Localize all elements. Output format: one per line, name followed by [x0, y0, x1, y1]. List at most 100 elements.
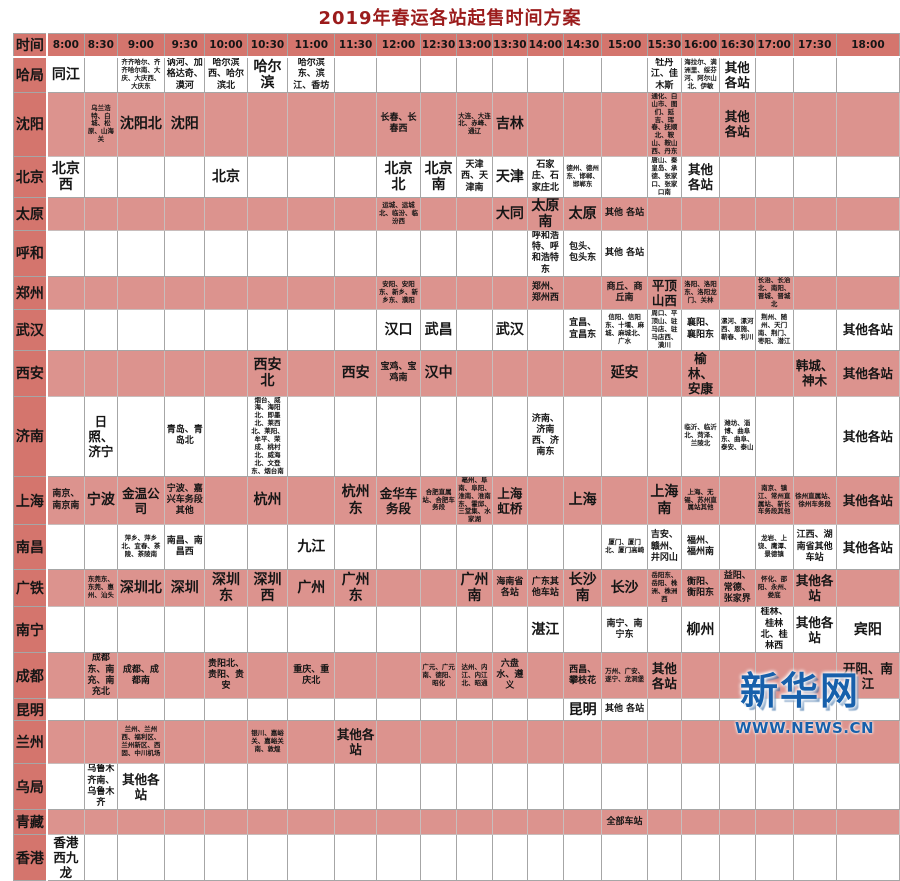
bureau-label: 南昌	[12, 524, 48, 571]
schedule-cell: 汉中	[420, 349, 458, 397]
schedule-cell: 北京南	[420, 156, 458, 198]
schedule-cell: 其他各站	[835, 349, 900, 397]
station-list: 其他 各站	[604, 208, 645, 219]
table-row: 济南 日照、济宁 青岛、青岛北 烟台、威海、海阳北、即墨北、莱西北、莱阳、牟平、荣成、…	[12, 395, 900, 477]
schedule-cell	[46, 91, 85, 158]
schedule-cell	[246, 308, 289, 351]
table-row: 乌局 乌鲁木齐南、乌鲁木齐 其他各站	[12, 763, 900, 811]
station-list: 济南、济南西、济南东	[531, 413, 559, 458]
schedule-cell	[46, 308, 85, 351]
schedule-cell	[204, 698, 248, 722]
schedule-cell	[84, 349, 118, 397]
schedule-cell	[46, 569, 85, 608]
schedule-cell	[116, 156, 166, 198]
schedule-cell	[491, 720, 528, 765]
schedule-cell	[246, 156, 289, 198]
schedule-cell: 昆明	[562, 698, 603, 722]
schedule-cell	[375, 524, 422, 571]
schedule-cell	[526, 698, 564, 722]
time-header-cell: 16:30	[718, 33, 756, 58]
schedule-cell	[334, 524, 377, 571]
time-header-cell: 15:30	[646, 33, 683, 58]
schedule-cell	[601, 156, 648, 198]
station-list: 其他 各站	[604, 704, 645, 715]
schedule-cell: 哈尔滨	[246, 56, 289, 93]
schedule-cell: 香港西九龙	[46, 834, 85, 881]
schedule-cell	[246, 834, 289, 881]
schedule-cell	[84, 156, 118, 198]
schedule-cell: 长沙南	[562, 569, 603, 608]
schedule-cell: 衡阳、衡阳东	[681, 569, 720, 608]
schedule-cell	[601, 834, 648, 881]
schedule-cell	[287, 91, 336, 158]
schedule-cell: 长沙	[601, 569, 648, 608]
station-list: 西安	[341, 364, 370, 381]
bureau-label: 沈阳	[12, 91, 48, 158]
schedule-cell: 乌兰浩特、白城、松原、山海关	[84, 91, 118, 158]
station-list: 六盘水、遵义	[496, 658, 524, 692]
schedule-cell	[204, 349, 248, 397]
schedule-cell	[116, 229, 166, 277]
schedule-cell	[456, 275, 493, 310]
schedule-cell	[835, 809, 900, 836]
station-list: 石家庄、石家庄北	[531, 160, 559, 193]
schedule-cell	[116, 196, 166, 231]
schedule-cell: 德州、德州东、邯郸、邯郸东	[562, 156, 603, 198]
station-list: 昆明	[568, 701, 597, 718]
schedule-cell	[46, 229, 85, 277]
station-list: 北京北	[384, 160, 413, 193]
schedule-cell	[646, 606, 683, 654]
schedule-cell	[562, 56, 603, 93]
schedule-cell	[718, 763, 756, 811]
schedule-cell	[562, 395, 603, 477]
schedule-cell	[246, 606, 289, 654]
bureau-label: 哈局	[12, 56, 48, 93]
schedule-cell	[287, 698, 336, 722]
station-list: 乌鲁木齐南、乌鲁木齐	[87, 764, 115, 809]
schedule-cell	[792, 395, 837, 477]
station-list: 开阳、南江	[842, 660, 893, 691]
schedule-cell: 其他各站	[792, 606, 837, 654]
schedule-cell	[601, 395, 648, 477]
bureau-label: 太原	[12, 196, 48, 231]
schedule-cell: 宁波、嘉兴车务段其他	[164, 475, 206, 526]
schedule-cell	[375, 834, 422, 881]
schedule-cell	[287, 229, 336, 277]
schedule-cell: 汉口	[375, 308, 422, 351]
schedule-cell	[334, 834, 377, 881]
schedule-cell	[246, 524, 289, 571]
schedule-cell	[46, 349, 85, 397]
schedule-cell	[646, 229, 683, 277]
schedule-cell	[334, 156, 377, 198]
schedule-cell	[420, 275, 458, 310]
schedule-cell: 成都东、南充、南充北	[84, 652, 118, 700]
station-list: 其他各站	[687, 161, 713, 192]
schedule-cell	[204, 308, 248, 351]
schedule-cell	[792, 308, 837, 351]
station-list: 荆州、随州、天门南、荆门、枣阳、潜江	[757, 312, 791, 345]
schedule-cell	[84, 56, 118, 93]
schedule-cell	[287, 308, 336, 351]
schedule-cell: 益阳、常德、张家界	[718, 569, 756, 608]
schedule-cell: 上海	[562, 475, 603, 526]
time-header-cell: 16:00	[681, 33, 720, 58]
schedule-cell: 海南省各站	[491, 569, 528, 608]
schedule-cell: 龙岩、上饶、鹰潭、景德镇	[754, 524, 794, 571]
station-list: 沈阳	[170, 116, 199, 133]
bureau-label: 西安	[12, 349, 48, 397]
schedule-cell	[164, 229, 206, 277]
schedule-cell	[46, 652, 85, 700]
schedule-cell	[456, 698, 493, 722]
schedule-cell: 通化、白山市、图们、延吉、珲春、抚顺北、鞍山、鞍山西、丹东	[646, 91, 683, 158]
schedule-cell	[491, 809, 528, 836]
schedule-cell	[681, 652, 720, 700]
station-list: 牡丹江、佳木斯	[650, 58, 678, 91]
schedule-cell: 武昌	[420, 308, 458, 351]
station-list: 长春、长春西	[380, 113, 417, 135]
bureau-label: 济南	[12, 395, 48, 477]
station-list: 齐齐哈尔、齐齐哈尔南、大庆、大庆西、大庆东	[121, 58, 161, 90]
station-list: 海拉尔、满洲里、绥芬河、阿尔山北、伊敏	[684, 58, 717, 90]
schedule-cell: 石家庄、石家庄北	[526, 156, 564, 198]
station-list: 南昌、南昌西	[166, 536, 203, 558]
schedule-cell	[681, 229, 720, 277]
